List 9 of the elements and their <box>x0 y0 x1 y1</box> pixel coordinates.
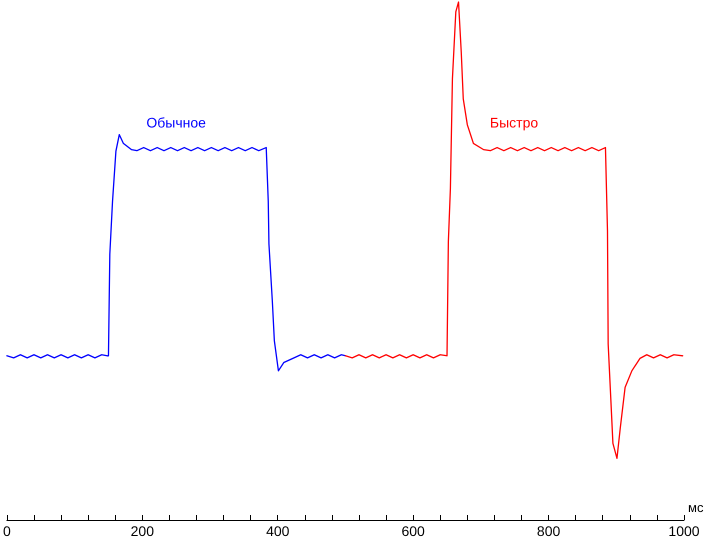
x-tick-label: 600 <box>401 523 426 539</box>
x-tick-label: 1000 <box>668 523 700 539</box>
x-tick-label: 800 <box>536 523 560 539</box>
series-label: Обычное <box>146 114 206 131</box>
x-tick-label: 200 <box>130 523 154 539</box>
series-label: Быстро <box>490 114 538 131</box>
x-axis-title: мс <box>688 500 704 515</box>
x-tick-label: 0 <box>2 523 11 539</box>
x-tick-label: 400 <box>266 523 290 539</box>
